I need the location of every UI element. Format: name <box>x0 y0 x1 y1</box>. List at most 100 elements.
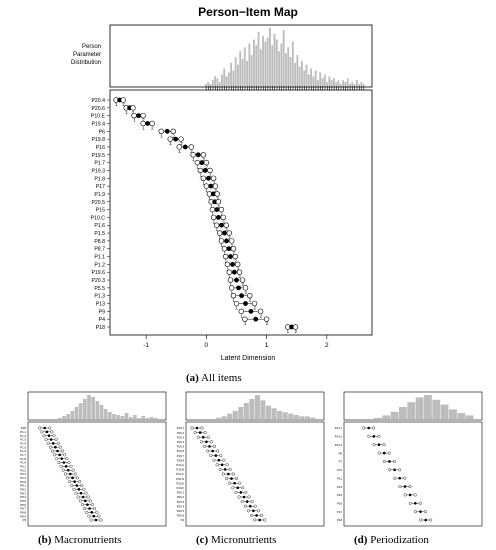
threshold-2-point <box>226 230 232 236</box>
sub-histogram-bar <box>124 413 129 419</box>
sub-location-point <box>60 457 64 460</box>
dist-label-line3: Distribution <box>71 60 101 66</box>
threshold-1-label: 1 <box>240 313 243 318</box>
item-location-point <box>195 152 201 158</box>
sub-threshold-1-point <box>70 484 74 488</box>
histogram-bar <box>250 55 253 86</box>
item-location-point <box>253 316 259 322</box>
x-tick-label: 1 <box>265 342 269 349</box>
item-label: P6 <box>99 129 105 135</box>
sub-histogram-bar <box>153 418 158 419</box>
sub-location-point <box>217 458 221 462</box>
sub-location-point <box>205 440 208 444</box>
sub-threshold-1-point <box>57 461 61 465</box>
histogram-bar <box>230 62 233 86</box>
threshold-1-label: 1 <box>125 110 128 115</box>
sub-threshold-2-point <box>408 485 412 489</box>
sub-threshold-1-point <box>243 504 247 508</box>
threshold-2-label: 2 <box>213 180 216 185</box>
main-xlabel: Latent Dimension <box>221 355 276 362</box>
sub-histogram-bar <box>390 411 399 419</box>
sub-location-point <box>54 445 57 449</box>
sub-location-point <box>424 518 427 522</box>
sub-threshold-2-point <box>84 491 88 495</box>
sub-item-frame <box>27 421 167 527</box>
sub-histogram-bar <box>310 417 316 419</box>
threshold-2-point <box>220 214 226 221</box>
threshold-1-point <box>197 167 204 174</box>
sub-location-point <box>66 468 70 472</box>
sub-location-point <box>64 465 68 468</box>
sub-threshold-2-point <box>71 468 75 472</box>
item-location-point <box>219 222 224 228</box>
caption-d-letter: (d) <box>354 534 368 546</box>
sub-item-label: P5.2 <box>20 468 26 472</box>
threshold-1-point <box>227 277 234 283</box>
item-label: P1.7 <box>94 161 105 167</box>
item-label: P13 <box>96 302 105 308</box>
sub-item-label: P16 <box>337 501 342 505</box>
threshold-2-point <box>120 97 126 103</box>
threshold-1-label: 1 <box>216 227 219 232</box>
threshold-1-label: 1 <box>192 157 195 162</box>
threshold-2-label: 2 <box>222 219 225 224</box>
histogram-bar <box>291 41 294 86</box>
sub-threshold-1-point <box>237 495 241 499</box>
histogram-bar <box>253 39 255 86</box>
threshold-2-label: 2 <box>122 102 125 107</box>
sub-histogram-bar <box>99 405 104 419</box>
sub-histogram-bar <box>133 415 137 419</box>
sub-item-label: P10.A <box>176 463 184 467</box>
threshold-2-label: 2 <box>237 266 240 271</box>
threshold-2-point <box>234 261 241 268</box>
sub-histogram-bar <box>70 411 75 419</box>
sub-threshold-2-point <box>86 495 90 499</box>
sub-threshold-1-point <box>196 435 200 439</box>
item-label: P5.5 <box>94 286 105 292</box>
threshold-1-label: 1 <box>115 102 118 107</box>
sub-threshold-1-point <box>203 444 207 448</box>
sub-histogram-bar <box>293 415 299 419</box>
histogram-bar <box>301 60 303 86</box>
sub-threshold-1-point <box>408 501 412 505</box>
histogram-bar <box>207 82 210 86</box>
sub-item-label: P1.3 <box>20 438 26 442</box>
sub-threshold-1-point <box>218 467 222 471</box>
histogram-bar <box>227 72 230 86</box>
threshold-2-point <box>257 308 264 315</box>
sub-item-label: P9 <box>23 518 27 522</box>
sub-threshold-2-point <box>263 518 267 522</box>
threshold-1-label: 1 <box>210 204 213 209</box>
sub-location-point <box>233 481 236 485</box>
sub-threshold-1-point <box>377 451 381 455</box>
sub-threshold-1-point <box>212 458 216 462</box>
caption-a-text: All items <box>198 372 242 384</box>
threshold-2-label: 2 <box>249 298 252 303</box>
sub-threshold-2-point <box>63 453 67 457</box>
item-label: P1.9 <box>94 192 105 198</box>
item-label: P1.2 <box>94 262 105 268</box>
threshold-2-label: 2 <box>232 251 235 256</box>
main-item-labels: P20.4P20.6P10.EP19.4P6P19.8P16P19.5P1.7P… <box>91 98 110 331</box>
sub-threshold-1-point <box>234 490 238 494</box>
histogram-bar <box>262 35 265 86</box>
item-location-point <box>214 207 220 212</box>
histogram-bar <box>307 74 310 86</box>
sub-location-point <box>79 491 83 495</box>
sub-location-point <box>403 485 407 488</box>
sub-histogram-bar <box>74 407 79 419</box>
threshold-2-label: 2 <box>209 172 212 177</box>
histogram-bar <box>234 57 237 86</box>
sub-threshold-2-point <box>225 463 229 467</box>
histogram-bar <box>289 57 292 86</box>
sub-item-label: P20.5 <box>177 509 185 513</box>
histogram-bar <box>360 82 363 86</box>
sub-threshold-2-point <box>65 457 69 461</box>
histogram-bar <box>294 62 297 86</box>
sub-histogram-bar <box>260 400 266 419</box>
threshold-2-point <box>215 199 222 205</box>
histogram-bar <box>287 47 290 86</box>
sub-location-point <box>75 484 79 487</box>
item-label: P10.C <box>91 215 106 221</box>
threshold-1-label: 1 <box>220 243 223 248</box>
